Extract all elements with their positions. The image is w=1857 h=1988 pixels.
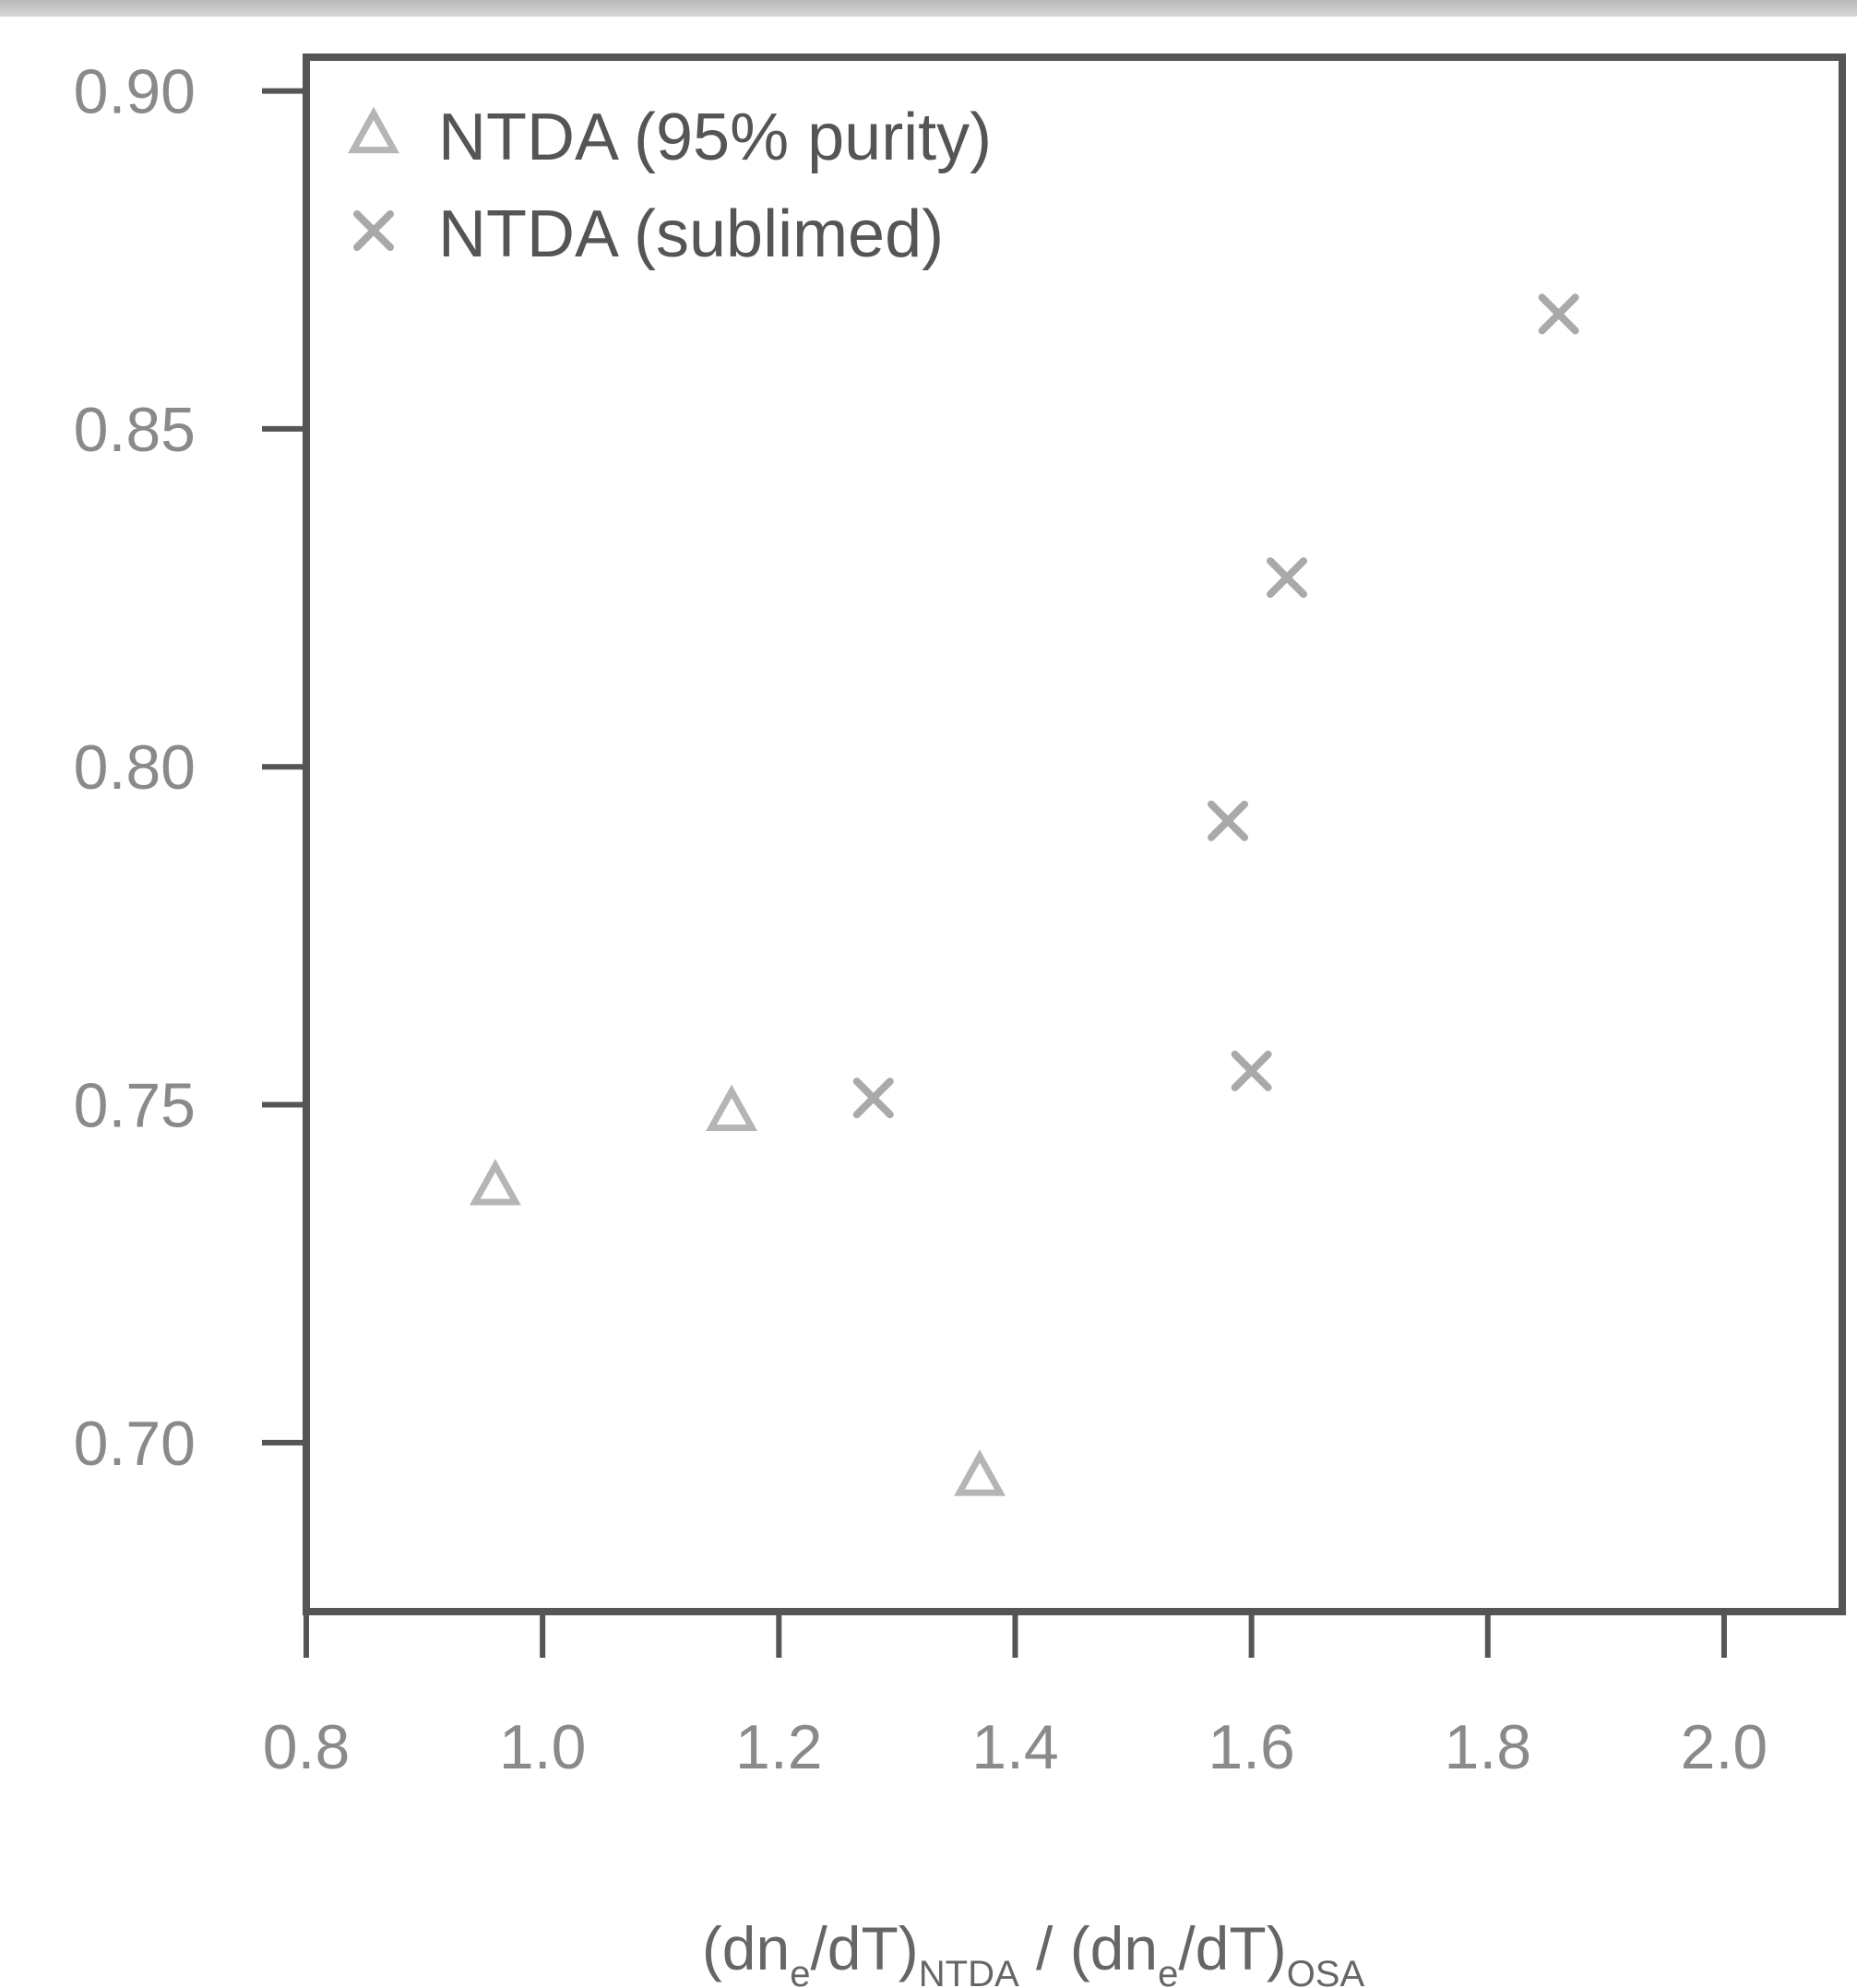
x-tick-label: 1.8: [1445, 1712, 1532, 1782]
data-points: [469, 293, 1579, 1496]
x-axis: 0.8 1.0 1.2 1.4 1.6 1.8 2.0: [263, 1612, 1768, 1782]
y-tick-label: 0.80: [74, 732, 196, 803]
legend: NTDA (95% purity) NTDA (sublimed): [348, 101, 992, 271]
x-point: [1538, 293, 1579, 335]
y-tick-label: 0.85: [74, 395, 196, 465]
x-point: [852, 1077, 894, 1119]
x-point: [1267, 557, 1308, 599]
x-tick-label: 2.0: [1681, 1712, 1768, 1782]
legend-label: NTDA (95% purity): [438, 101, 992, 174]
x-axis-title-part: /dT): [810, 1914, 918, 1982]
top-border-strip: [0, 0, 1857, 17]
x-tick-label: 1.0: [499, 1712, 587, 1782]
legend-triangle-marker: [348, 106, 399, 154]
x-axis-title-subscript: OSA: [1287, 1954, 1365, 1988]
legend-x-marker: [353, 210, 394, 251]
triangle-point: [706, 1084, 758, 1131]
x-point: [1231, 1050, 1272, 1091]
x-tick-label: 0.8: [263, 1712, 351, 1782]
y-tick-label: 0.90: [74, 57, 196, 127]
y-axis: 0.70 0.75 0.80 0.85 0.90: [74, 57, 306, 1479]
x-tick-label: 1.2: [735, 1712, 823, 1782]
y-tick-label: 0.75: [74, 1071, 196, 1141]
x-axis-title-part: /dT): [1178, 1914, 1286, 1982]
x-tick-label: 1.6: [1208, 1712, 1295, 1782]
triangle-point: [954, 1449, 1006, 1496]
x-axis-title-subscript: e: [790, 1954, 810, 1988]
x-axis-title-subscript: NTDA: [919, 1954, 1019, 1988]
legend-label: NTDA (sublimed): [438, 197, 944, 271]
triangle-point: [469, 1159, 521, 1206]
y-tick-label: 0.70: [74, 1409, 196, 1479]
x-axis-title-part: (dn: [702, 1914, 790, 1982]
x-point: [1208, 800, 1248, 841]
plot-area-frame: [303, 54, 1846, 1615]
x-axis-title: (dne/dT)NTDA / (dne/dT)OSA: [702, 1914, 1365, 1988]
x-axis-title-part: / (dn: [1019, 1914, 1158, 1982]
x-tick-label: 1.4: [971, 1712, 1059, 1782]
x-axis-title-subscript: e: [1158, 1954, 1178, 1988]
